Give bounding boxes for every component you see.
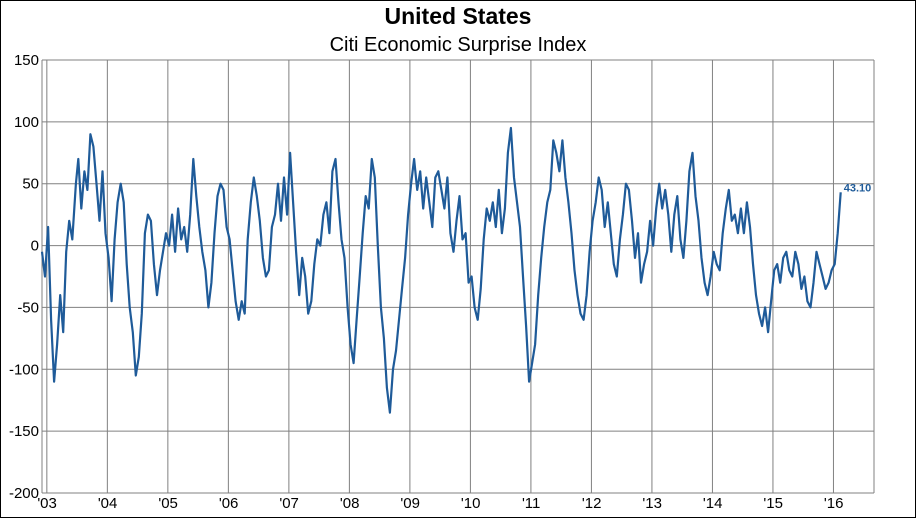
x-tick-label: '11 [522,495,540,512]
x-tick-label: '03 [37,495,57,512]
y-tick-label: -100 [9,361,39,378]
series-group [40,126,842,414]
chart-subtitle: Citi Economic Surprise Index [329,34,587,56]
end-value-label: 43.10 [844,182,872,194]
x-tick-label: '16 [824,495,844,512]
x-tick-label: '05 [158,495,178,512]
x-tick-label: '12 [582,495,602,512]
y-tick-label: 0 [31,238,39,255]
x-tick-label: '08 [340,495,360,512]
y-tick-label: -200 [9,485,39,502]
x-axis: '03 '04 '05 '06 '07 '08 '09 '10 '11 '12 '13 '14 '15 '… [37,495,843,512]
x-tick-label: '04 [98,495,118,512]
x-tick-label: '07 [279,495,299,512]
y-axis: 150 100 50 0 -50 -100 -150 -200 [9,52,39,502]
series-line [40,126,842,414]
y-tick-label: 150 [14,52,39,69]
x-tick-label: '10 [461,495,481,512]
x-tick-label: '14 [703,495,723,512]
x-tick-label: '13 [642,495,662,512]
y-tick-label: -150 [9,423,39,440]
x-tick-label: '09 [400,495,420,512]
y-tick-label: 50 [22,176,39,193]
x-tick-label: '15 [763,495,783,512]
y-tick-label: -50 [17,299,39,316]
chart-title: United States [384,3,532,29]
y-tick-label: 100 [14,114,39,131]
x-tick-label: '06 [219,495,239,512]
grid-lines [41,59,875,494]
